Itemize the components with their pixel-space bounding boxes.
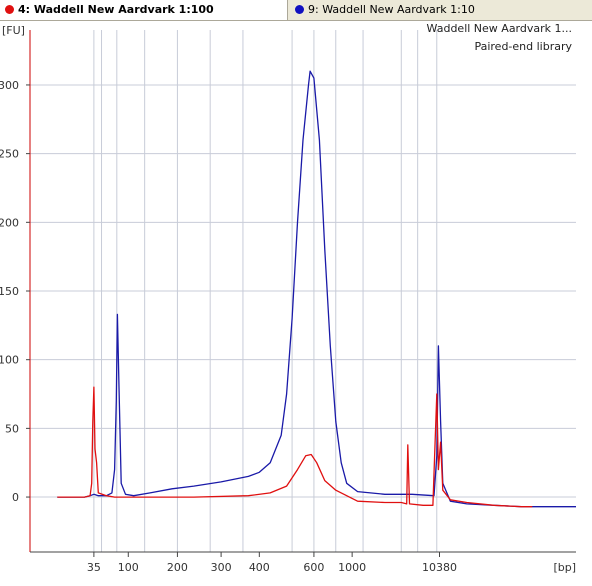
x-tick-label: 300 (211, 561, 232, 574)
series-lines (57, 70, 576, 508)
sample-tab-bar: 4: Waddell New Aardvark 1:100 9: Waddell… (0, 0, 592, 21)
series-line-2 (57, 386, 533, 508)
ladder-lines (93, 30, 438, 552)
tab-sample-4[interactable]: 4: Waddell New Aardvark 1:100 (0, 0, 288, 20)
x-tick-labels: 35 100 200 300 400 600 1000 10380 [bp] (87, 552, 576, 574)
y-tick-label: 200 (0, 216, 19, 229)
y-tick-label: 0 (12, 491, 19, 504)
x-tick-label: 10380 (422, 561, 457, 574)
blue-dot-icon (295, 5, 304, 14)
y-tick-label: 150 (0, 285, 19, 298)
tab-sample-9[interactable]: 9: Waddell New Aardvark 1:10 (290, 0, 592, 20)
x-tick-label: 35 (87, 561, 101, 574)
y-tick-label: 50 (5, 422, 19, 435)
y-axis-label: [FU] (2, 24, 25, 37)
y-tick-label: 100 (0, 354, 19, 367)
red-dot-icon (5, 5, 14, 14)
y-tick-label: 250 (0, 148, 19, 161)
x-tick-label: 200 (167, 561, 188, 574)
tab-label: 4: Waddell New Aardvark 1:100 (18, 3, 214, 16)
chart-subtitle: Paired-end library (474, 40, 572, 53)
x-tick-label: 400 (249, 561, 270, 574)
x-tick-label: 1000 (338, 561, 366, 574)
x-tick-label: 100 (118, 561, 139, 574)
y-tick-label: 300 (0, 79, 19, 92)
x-tick-label: 600 (303, 561, 324, 574)
tab-label: 9: Waddell New Aardvark 1:10 (308, 3, 475, 16)
series-line-1 (57, 70, 576, 508)
grid-lines (30, 84, 576, 498)
x-tick-label: [bp] (553, 561, 576, 574)
electropherogram-chart: 0 50 100 150 200 250 300 35 100 200 300 400 600 1000… (0, 22, 576, 574)
y-tick-labels: 0 50 100 150 200 250 300 (0, 79, 30, 504)
chart-title: Waddell New Aardvark 1... (427, 22, 572, 35)
